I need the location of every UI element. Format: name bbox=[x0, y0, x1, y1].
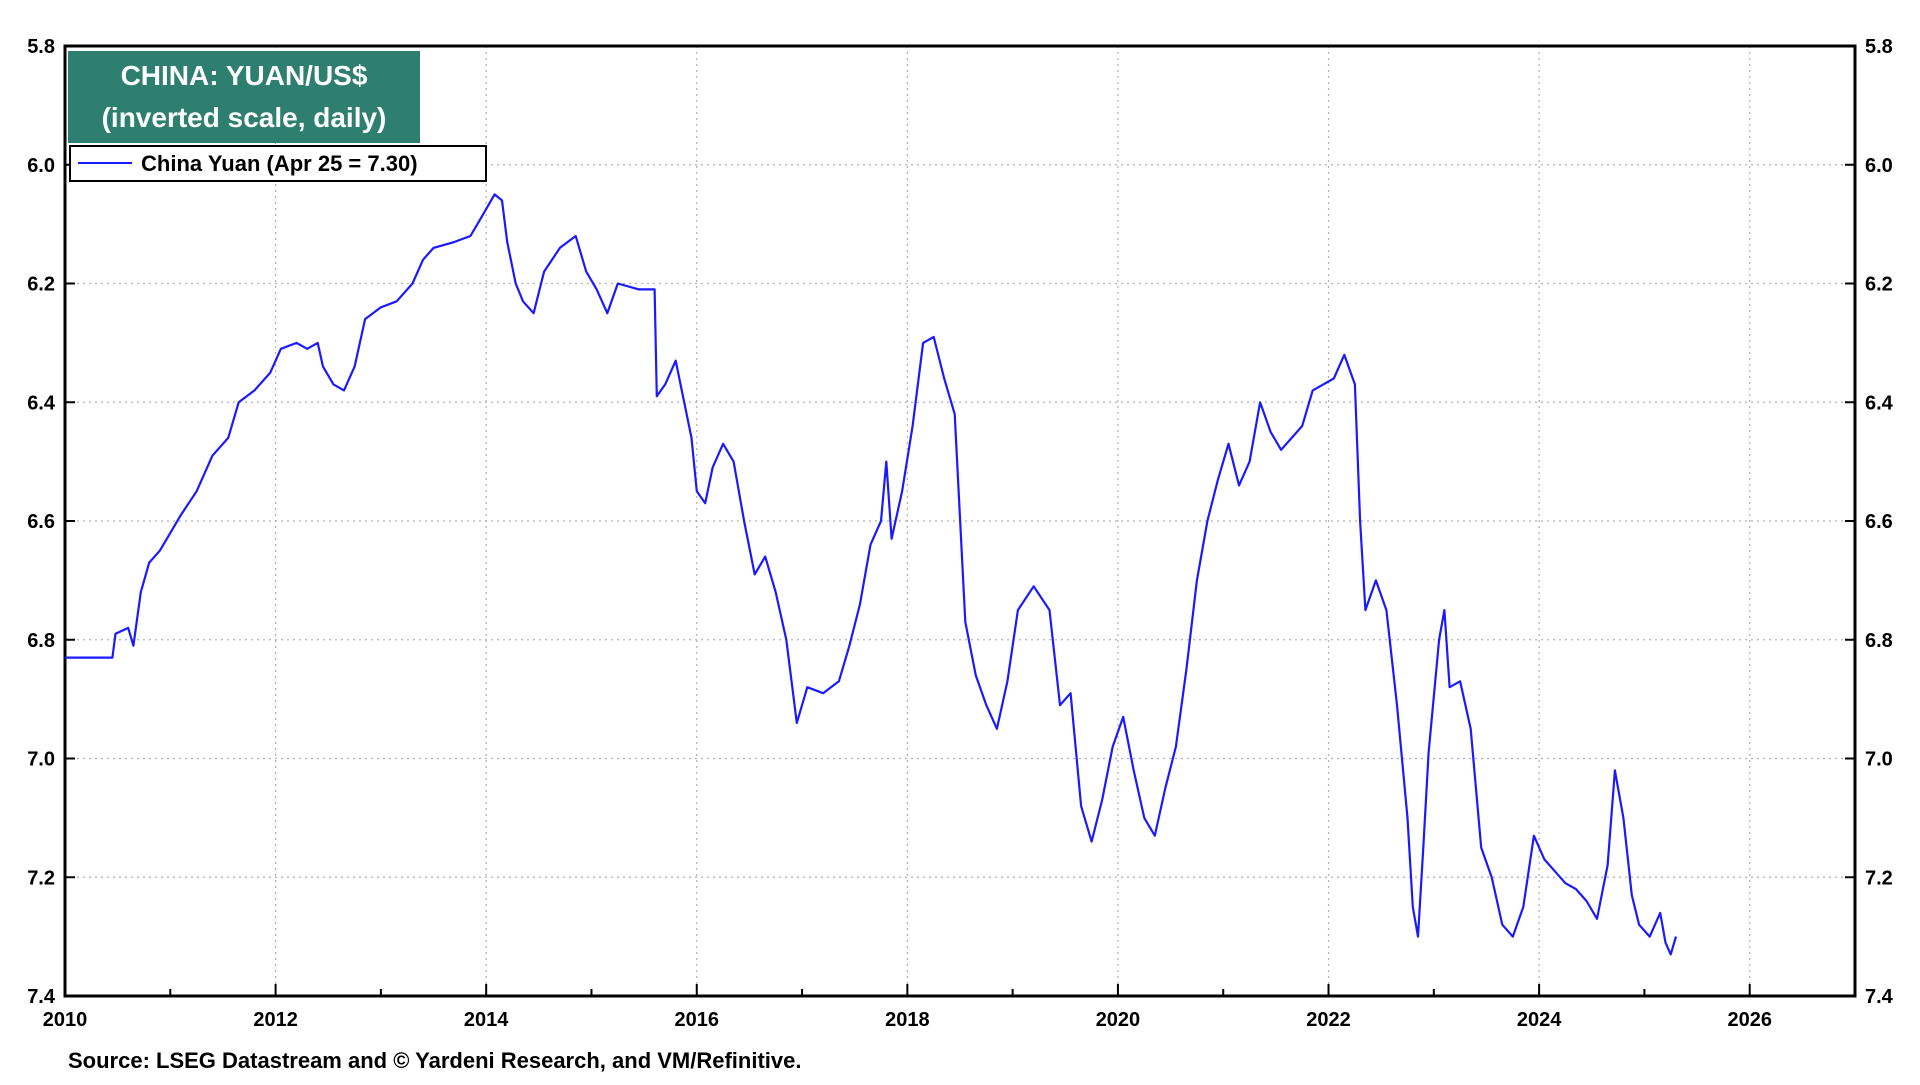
y-tick-label-right: 6.0 bbox=[1865, 155, 1893, 177]
x-tick-label: 2012 bbox=[253, 1009, 298, 1031]
legend: China Yuan (Apr 25 = 7.30) bbox=[69, 145, 487, 182]
y-tick-label-left: 6.0 bbox=[27, 155, 55, 177]
title-box: CHINA: YUAN/US$ (inverted scale, daily) bbox=[68, 51, 420, 143]
y-tick-label-right: 5.8 bbox=[1865, 36, 1893, 58]
y-tick-label-right: 7.4 bbox=[1865, 986, 1894, 1008]
y-tick-label-right: 7.0 bbox=[1865, 749, 1893, 771]
y-tick-label-right: 6.6 bbox=[1865, 511, 1893, 533]
chart-subtitle: (inverted scale, daily) bbox=[102, 102, 387, 133]
x-tick-label: 2024 bbox=[1517, 1009, 1562, 1031]
y-tick-label-left: 7.4 bbox=[27, 986, 56, 1008]
chart-title: CHINA: YUAN/US$ bbox=[121, 60, 368, 91]
x-tick-label: 2010 bbox=[43, 1009, 88, 1031]
x-tick-label: 2014 bbox=[464, 1009, 509, 1031]
y-tick-label-left: 5.8 bbox=[27, 36, 55, 58]
y-tick-label-right: 7.2 bbox=[1865, 867, 1893, 889]
y-tick-label-right: 6.8 bbox=[1865, 630, 1893, 652]
x-tick-label: 2020 bbox=[1096, 1009, 1141, 1031]
source-note: Source: LSEG Datastream and © Yardeni Re… bbox=[68, 1048, 802, 1073]
y-tick-label-left: 7.2 bbox=[27, 867, 55, 889]
x-tick-label: 2026 bbox=[1727, 1009, 1772, 1031]
y-tick-label-left: 6.8 bbox=[27, 630, 55, 652]
title-background bbox=[68, 51, 420, 143]
x-tick-label: 2018 bbox=[885, 1009, 930, 1031]
legend-box bbox=[69, 145, 487, 182]
tick-layer: 5.8 5.8 6.0 6.0 6.2 6.2 6.4 6.4 6.6 6.6 6.8 6.8 7.0 7… bbox=[27, 36, 1893, 1031]
series-line-china-yuan bbox=[65, 193, 1678, 956]
legend-label: China Yuan (Apr 25 = 7.30) bbox=[141, 151, 418, 176]
y-tick-label-right: 6.2 bbox=[1865, 274, 1893, 296]
y-tick-label-left: 6.2 bbox=[27, 274, 55, 296]
y-tick-label-left: 6.6 bbox=[27, 511, 55, 533]
x-tick-label: 2022 bbox=[1306, 1009, 1351, 1031]
y-tick-label-left: 6.4 bbox=[27, 392, 56, 414]
x-tick-label: 2016 bbox=[675, 1009, 720, 1031]
y-tick-label-left: 7.0 bbox=[27, 749, 55, 771]
series-layer bbox=[65, 193, 1678, 956]
y-tick-label-right: 6.4 bbox=[1865, 392, 1894, 414]
